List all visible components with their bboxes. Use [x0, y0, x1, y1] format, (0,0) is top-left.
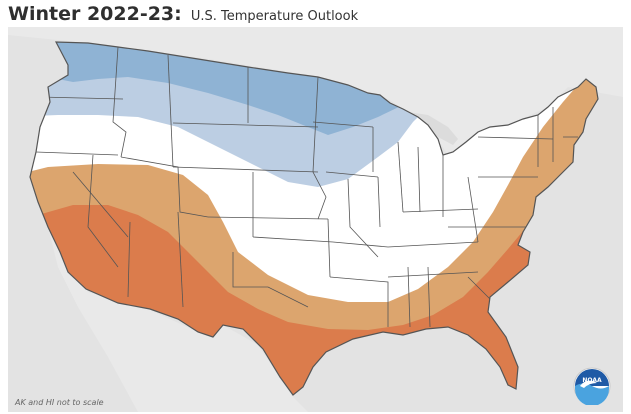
noaa-logo-icon: NOAA	[573, 367, 611, 406]
state-borders	[35, 46, 578, 328]
title-season: Winter 2022-23:	[8, 3, 182, 25]
title-description: U.S. Temperature Outlook	[190, 9, 359, 24]
scale-note: AK and HI not to scale	[15, 398, 104, 407]
map-title: Winter 2022-23: U.S. Temperature Outlook	[8, 3, 358, 27]
outlook-map	[8, 27, 623, 412]
mexico-landmass	[48, 227, 308, 412]
canada-landmass	[8, 27, 623, 155]
noaa-logo-text: NOAA	[582, 377, 602, 384]
us-temperature-map	[8, 27, 623, 412]
